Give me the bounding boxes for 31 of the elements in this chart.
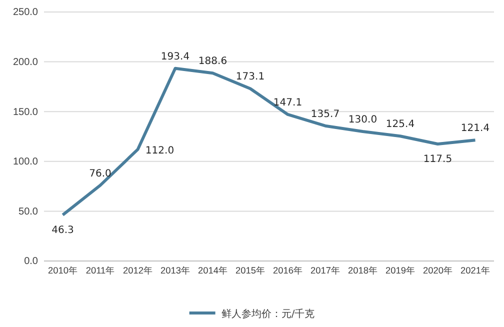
x-tick-label: 2021年 bbox=[460, 266, 490, 276]
data-label: 173.1 bbox=[236, 72, 265, 83]
y-tick-label: 100.0 bbox=[12, 156, 38, 168]
data-label: 135.7 bbox=[310, 108, 340, 120]
y-tick-label: 0.0 bbox=[24, 256, 38, 268]
x-tick-label: 2013年 bbox=[160, 266, 190, 276]
data-label: 117.5 bbox=[423, 154, 452, 165]
x-tick-label: 2017年 bbox=[310, 266, 340, 276]
x-tick-label: 2015年 bbox=[236, 266, 265, 276]
y-tick-label: 200.0 bbox=[12, 57, 38, 68]
data-label: 112.0 bbox=[145, 145, 174, 156]
data-label: 76.0 bbox=[89, 168, 112, 180]
data-label: 121.4 bbox=[460, 123, 490, 134]
data-label: 125.4 bbox=[386, 119, 415, 130]
data-label: 130.0 bbox=[348, 114, 378, 126]
x-tick-label: 2010年 bbox=[48, 266, 78, 276]
y-tick-label: 50.0 bbox=[18, 206, 38, 218]
legend-label: 鲜人参均价：元/千克 bbox=[221, 308, 315, 320]
x-tick-label: 2020年 bbox=[423, 266, 452, 276]
data-label: 46.3 bbox=[52, 224, 74, 236]
x-tick-label: 2011年 bbox=[86, 266, 115, 276]
x-tick-label: 2014年 bbox=[198, 266, 228, 276]
x-tick-label: 2018年 bbox=[348, 266, 378, 276]
data-label: 188.6 bbox=[198, 56, 228, 68]
y-tick-label: 250.0 bbox=[12, 7, 38, 18]
x-tick-label: 2016年 bbox=[273, 266, 302, 276]
x-tick-label: 2012年 bbox=[123, 266, 152, 276]
x-tick-label: 2019年 bbox=[386, 266, 415, 276]
data-label: 193.4 bbox=[160, 51, 190, 62]
data-label: 147.1 bbox=[273, 97, 302, 108]
y-tick-label: 150.0 bbox=[12, 106, 38, 118]
